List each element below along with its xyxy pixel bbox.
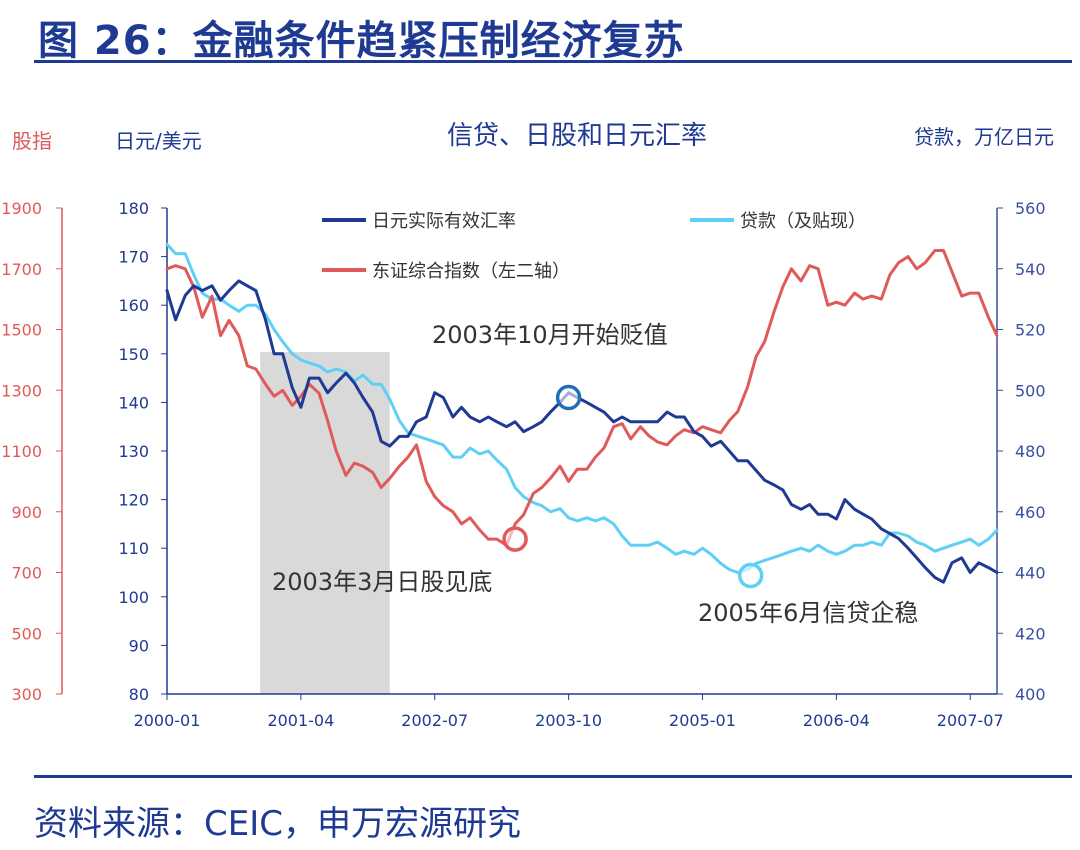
x-tick-label-4: 2005-01 — [669, 711, 736, 730]
y-right-tick-label-5: 500 — [1015, 381, 1046, 400]
y-outer-tick-label-6: 1500 — [1, 321, 42, 340]
annotation-circle-1 — [502, 526, 528, 552]
y-inner-tick-label-6: 140 — [118, 393, 149, 412]
y-outer-tick-label-1: 500 — [11, 624, 42, 643]
x-tick-label-1: 2001-04 — [267, 711, 334, 730]
annotation-label-credit-stabilize: 2005年6月信贷企稳 — [698, 599, 918, 627]
y-inner-tick-label-7: 150 — [118, 345, 149, 364]
y-right-tick-label-6: 520 — [1015, 321, 1046, 340]
y-outer-tick-label-8: 1900 — [1, 199, 42, 218]
legend-label-navy: 日元实际有效汇率 — [372, 211, 516, 232]
y-outer-tick-label-4: 1100 — [1, 442, 42, 461]
y-inner-tick-label-9: 170 — [118, 248, 149, 267]
y-inner-tick-label-5: 130 — [118, 442, 149, 461]
shaded-period — [260, 352, 390, 694]
x-tick-label-0: 2000-01 — [134, 711, 201, 730]
legend-label-red: 东证综合指数（左二轴） — [372, 261, 570, 282]
legend-label-lightblue: 贷款（及贴现） — [740, 211, 866, 232]
y-right-tick-label-8: 560 — [1015, 199, 1046, 218]
annotation-label-depreciation: 2003年10月开始贬值 — [432, 321, 668, 349]
chart-title: 信贷、日股和日元汇率 — [447, 121, 707, 151]
y-right-tick-label-1: 420 — [1015, 624, 1046, 643]
y-inner-tick-label-1: 90 — [129, 636, 149, 655]
y-outer-tick-label-5: 1300 — [1, 381, 42, 400]
legend: 日元实际有效汇率 贷款（及贴现） 东证综合指数（左二轴） — [322, 211, 866, 282]
x-tick-label-6: 2007-07 — [937, 711, 1004, 730]
y-right-tick-label-0: 400 — [1015, 685, 1046, 704]
x-tick-label-3: 2003-10 — [535, 711, 602, 730]
source-note: 资料来源：CEIC，申万宏源研究 — [34, 804, 521, 844]
y-inner-tick-label-10: 180 — [118, 199, 149, 218]
annotation-circle-2 — [737, 562, 764, 589]
y-right-tick-label-7: 540 — [1015, 260, 1046, 279]
y-inner-tick-label-2: 100 — [118, 588, 149, 607]
series-line-0 — [165, 279, 999, 584]
annotation-circle-0 — [555, 384, 582, 411]
right-axis-label: 贷款，万亿日元 — [914, 125, 1054, 149]
figure-title: 图 26：金融条件趋紧压制经济复苏 — [38, 18, 685, 64]
series-line-1 — [165, 242, 999, 574]
y-outer-tick-label-3: 900 — [11, 503, 42, 522]
y-outer-tick-label-2: 700 — [11, 564, 42, 583]
y-inner-tick-label-8: 160 — [118, 296, 149, 315]
chart: 信贷、日股和日元汇率 股指 日元/美元 贷款，万亿日元 2000-01 2001-… — [1, 121, 1054, 730]
y-right-tick-label-4: 480 — [1015, 442, 1046, 461]
y-right-tick-label-2: 440 — [1015, 564, 1046, 583]
annotation-label-stock-bottom: 2003年3月日股见底 — [272, 568, 492, 596]
y-outer-tick-label-0: 300 — [11, 685, 42, 704]
y-outer-tick-label-7: 1700 — [1, 260, 42, 279]
title-rule — [34, 60, 1072, 63]
y-inner-tick-label-0: 80 — [129, 685, 149, 704]
left-inner-axis-label: 日元/美元 — [115, 129, 202, 153]
y-right-tick-label-3: 460 — [1015, 503, 1046, 522]
x-tick-label-2: 2002-07 — [401, 711, 468, 730]
source-rule — [34, 775, 1072, 778]
left-outer-axis-label: 股指 — [12, 129, 52, 153]
x-tick-label-5: 2006-04 — [803, 711, 870, 730]
y-inner-tick-label-4: 120 — [118, 491, 149, 510]
y-inner-tick-label-3: 110 — [118, 539, 149, 558]
